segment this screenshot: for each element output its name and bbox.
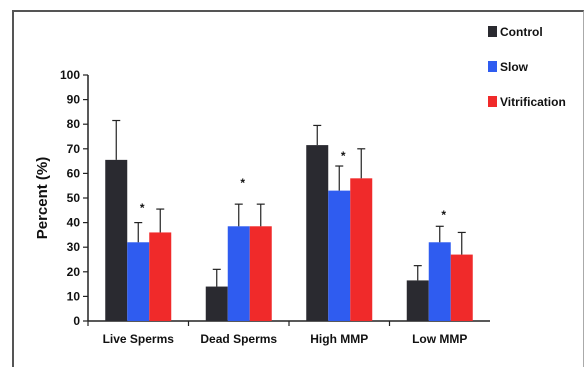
y-tick-label: 100 (60, 68, 80, 82)
bar (149, 232, 172, 321)
x-category-label: Dead Sperms (200, 332, 277, 346)
significance-marker: * (140, 201, 145, 215)
legend: Control Slow Vitrification (488, 25, 566, 109)
significance-marker: * (341, 149, 346, 163)
significance-marker: * (240, 176, 245, 190)
y-tick-label: 10 (67, 289, 81, 303)
bar (205, 286, 228, 321)
bars: * * * * (105, 119, 473, 321)
bar (328, 190, 351, 321)
y-tick-label: 40 (67, 216, 81, 230)
bar (350, 178, 373, 321)
y-tick-label: 70 (67, 142, 81, 156)
y-tick-label: 30 (67, 240, 81, 254)
x-category-label: Low MMP (412, 332, 467, 346)
legend-label: Slow (500, 60, 529, 74)
y-tick-label: 20 (67, 265, 81, 279)
legend-label: Control (500, 25, 543, 39)
bar (227, 226, 250, 321)
bar (249, 226, 272, 321)
legend-swatch (488, 26, 497, 37)
bar (105, 159, 128, 321)
x-category-label: Live Sperms (103, 332, 175, 346)
y-tick-label: 50 (67, 191, 81, 205)
bar (127, 242, 150, 321)
y-axis-label: Percent (%) (34, 157, 51, 240)
y-tick-label: 90 (67, 93, 81, 107)
bar (406, 280, 429, 321)
legend-swatch (488, 96, 497, 107)
legend-swatch (488, 61, 497, 72)
y-tick-label: 80 (67, 117, 81, 131)
bar (450, 254, 473, 321)
bar (306, 145, 329, 321)
legend-label: Vitrification (500, 95, 566, 109)
significance-marker: * (441, 208, 446, 222)
x-category-label: High MMP (310, 332, 368, 346)
bar (428, 242, 451, 321)
y-tick-label: 0 (73, 314, 80, 328)
y-tick-label: 60 (67, 166, 81, 180)
